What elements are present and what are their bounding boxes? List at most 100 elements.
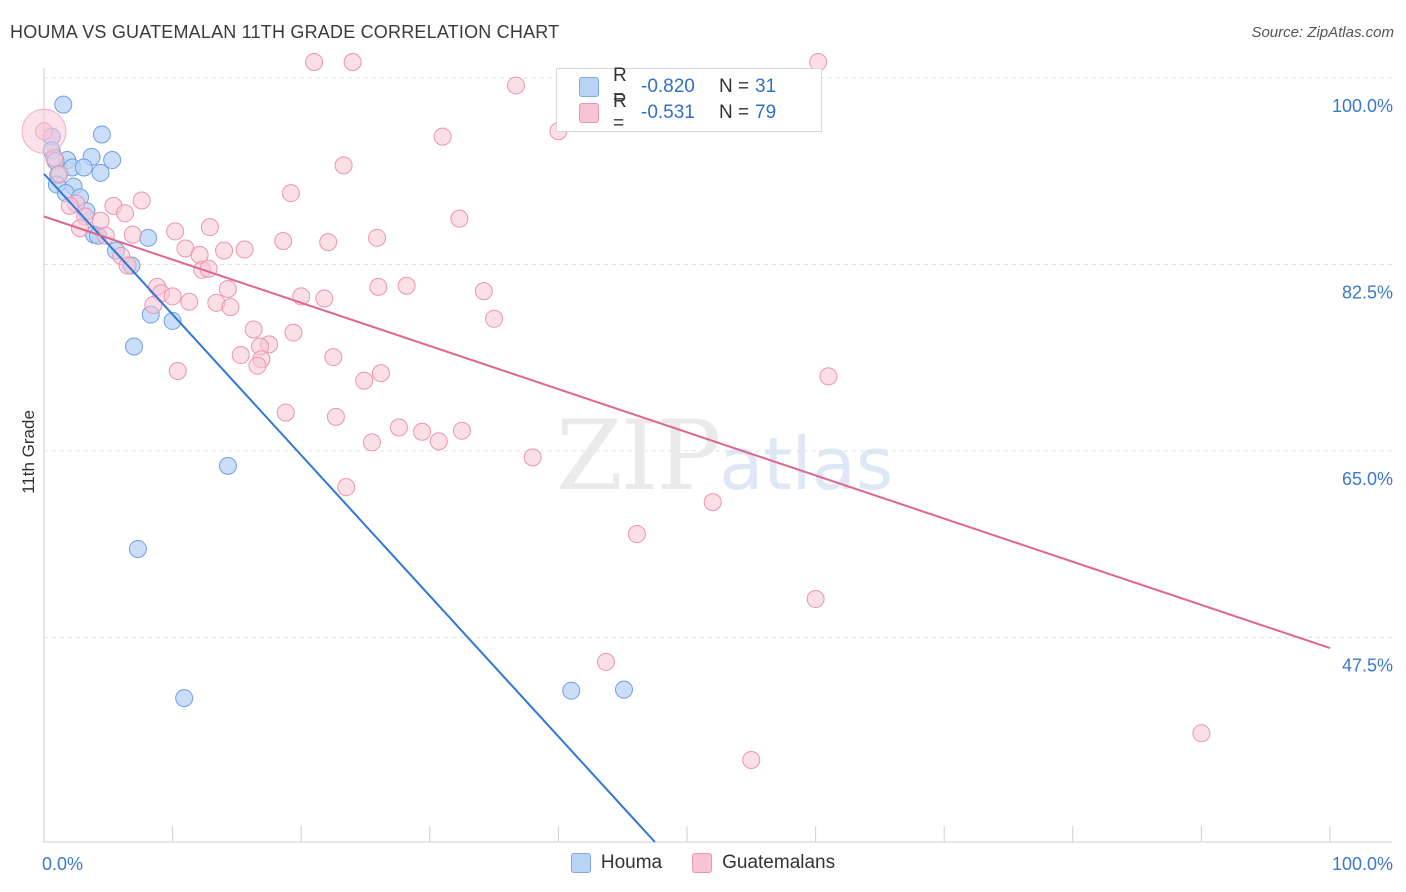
houma-n-label: N = bbox=[719, 76, 750, 97]
guatemalans-point bbox=[235, 240, 254, 259]
guatemalans-point bbox=[221, 298, 240, 317]
guatemalans-point bbox=[450, 209, 469, 228]
houma-point bbox=[91, 163, 110, 182]
houma-point bbox=[92, 125, 111, 144]
houma-r-value: -0.820 bbox=[641, 76, 695, 97]
guatemalans-point bbox=[806, 590, 825, 609]
guatemalans-point bbox=[231, 346, 250, 365]
guatemalans-point bbox=[123, 225, 142, 244]
guatemalans-point bbox=[116, 204, 135, 223]
houma-point bbox=[74, 158, 93, 177]
guatemalans-point bbox=[324, 348, 343, 367]
guatemalans-point bbox=[485, 309, 504, 328]
guatemalans-point bbox=[368, 228, 387, 247]
guatemalans-point bbox=[474, 282, 493, 301]
guatemalans-point bbox=[305, 53, 324, 71]
guatemalans-point bbox=[96, 226, 115, 245]
guatemalans-point bbox=[506, 76, 525, 95]
x-tick-label: 0.0% bbox=[42, 854, 83, 874]
y-tick-label: 65.0% bbox=[1342, 469, 1393, 489]
houma-point bbox=[218, 456, 237, 475]
watermark: ZIPatlas bbox=[556, 400, 893, 512]
trend-lines bbox=[43, 173, 1331, 843]
houma-swatch bbox=[579, 77, 599, 97]
axis-labels: 100.0% 82.5% 65.0% 47.5% 0.0% 100.0% 11th Grad… bbox=[19, 96, 1393, 874]
guatemalans-point bbox=[274, 232, 293, 251]
guatemalans-point bbox=[132, 191, 151, 210]
guatemalans-point bbox=[703, 493, 722, 512]
guatemalans-legend-swatch bbox=[692, 853, 713, 873]
guatemalans-swatch bbox=[579, 103, 599, 123]
legend-item-houma[interactable]: Houma bbox=[570, 852, 663, 874]
guatemalans-point bbox=[91, 211, 110, 230]
guatemalans-r-label: R = bbox=[613, 91, 627, 134]
chart-title: HOUMA VS GUATEMALAN 11TH GRADE CORRELATI… bbox=[10, 22, 560, 42]
guatemalans-point bbox=[168, 362, 187, 381]
guatemalans-point bbox=[397, 276, 416, 295]
guatemalans-point bbox=[180, 292, 199, 311]
guatemalans-point bbox=[742, 750, 761, 769]
guatemalans-point-large bbox=[21, 108, 67, 154]
guatemalans-n-label: N = bbox=[719, 102, 750, 123]
y-tick-label: 47.5% bbox=[1342, 655, 1393, 675]
guatemalans-point bbox=[284, 323, 303, 342]
guatemalans-point bbox=[244, 320, 263, 339]
x-tick-label: 100.0% bbox=[1332, 854, 1393, 874]
guatemalans-point bbox=[163, 287, 182, 306]
houma-point bbox=[614, 680, 633, 699]
guatemalans-point bbox=[371, 364, 390, 383]
guatemalans-point bbox=[215, 241, 234, 260]
houma-point bbox=[163, 311, 182, 330]
guatemalans-point bbox=[50, 164, 69, 183]
guatemalans-point bbox=[523, 448, 542, 467]
guatemalans-trend-line bbox=[43, 215, 1331, 650]
houma-point bbox=[139, 228, 158, 247]
guatemalans-point bbox=[276, 403, 295, 422]
houma-n-value: 31 bbox=[755, 76, 777, 97]
guatemalans-point bbox=[218, 279, 237, 298]
guatemalans-legend-label: Guatemalans bbox=[722, 852, 836, 873]
houma-point bbox=[125, 337, 144, 356]
houma-r-label: R = bbox=[613, 65, 627, 108]
guatemalans-point bbox=[60, 196, 79, 215]
data-points bbox=[21, 53, 1211, 769]
houma-point bbox=[54, 95, 73, 114]
guatemalans-point bbox=[200, 218, 219, 237]
houma-point bbox=[175, 689, 194, 708]
guatemalans-point bbox=[248, 356, 267, 375]
guatemalans-point bbox=[627, 525, 646, 544]
guatemalans-point bbox=[1192, 724, 1211, 743]
guatemalans-point bbox=[369, 277, 388, 296]
guatemalans-point bbox=[433, 127, 452, 146]
guatemalans-point bbox=[315, 289, 334, 308]
watermark-zip: ZIP bbox=[556, 400, 721, 512]
series-legend: Houma Guatemalans bbox=[0, 852, 1406, 874]
houma-legend-label: Houma bbox=[600, 852, 663, 873]
houma-legend-swatch bbox=[570, 853, 591, 873]
y-tick-label: 100.0% bbox=[1332, 96, 1393, 116]
legend-row-guatemalans: R = -0.531 N = 79 bbox=[579, 91, 776, 134]
stats-legend: R = -0.820 N = 31 R = -0.531 N = 79 bbox=[556, 65, 822, 134]
guatemalans-point bbox=[413, 422, 432, 441]
guatemalans-point bbox=[166, 222, 185, 241]
axes bbox=[43, 68, 1392, 843]
guatemalans-point bbox=[819, 367, 838, 386]
y-tick-label: 82.5% bbox=[1342, 282, 1393, 302]
source-label: Source: ZipAtlas.com bbox=[1251, 24, 1394, 41]
guatemalans-point bbox=[326, 407, 345, 426]
houma-point bbox=[562, 681, 581, 700]
houma-point bbox=[103, 151, 122, 170]
guatemalans-point bbox=[355, 371, 374, 390]
guatemalans-point bbox=[429, 432, 448, 451]
guatemalans-point bbox=[281, 184, 300, 203]
guatemalans-point bbox=[334, 156, 353, 175]
guatemalans-r-value: -0.531 bbox=[641, 102, 695, 123]
legend-item-guatemalans[interactable]: Guatemalans bbox=[692, 852, 835, 874]
houma-trend-line bbox=[43, 173, 656, 843]
y-axis-title: 11th Grade bbox=[19, 410, 38, 494]
guatemalans-point bbox=[337, 478, 356, 497]
guatemalans-point bbox=[343, 53, 362, 71]
guatemalans-point bbox=[596, 652, 615, 671]
guatemalans-point bbox=[362, 433, 381, 452]
